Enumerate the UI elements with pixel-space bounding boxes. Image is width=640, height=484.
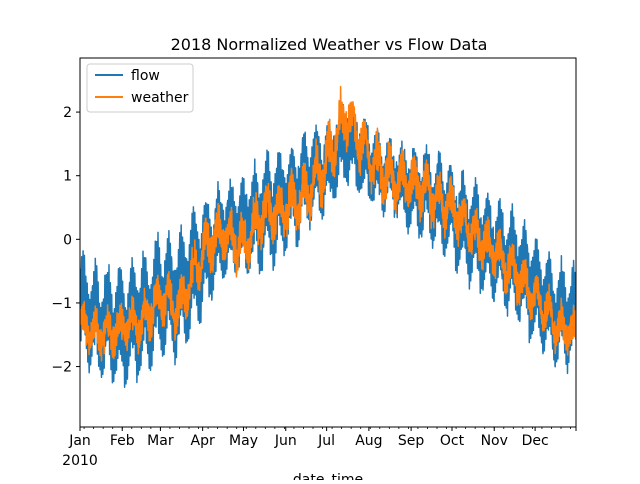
chart-title: 2018 Normalized Weather vs Flow Data: [171, 35, 488, 54]
x-tick-label: Dec: [522, 433, 549, 449]
x-tick-label: Jan: [68, 433, 91, 449]
x-tick-label: Aug: [355, 433, 382, 449]
x-tick-label: Mar: [147, 433, 174, 449]
x-tick-label: Jun: [274, 433, 297, 449]
x-tick-label: Feb: [110, 433, 135, 449]
x-major-ticks: Jan Feb Mar Apr May Jun Jul Aug Sep Oct Nov Dec: [68, 427, 577, 449]
legend-label-flow: flow: [131, 68, 160, 84]
x-tick-label: Apr: [191, 433, 215, 449]
axes-frame: [79, 57, 577, 428]
plot-area: [79, 57, 577, 428]
y-tick-label: −1: [51, 296, 72, 312]
x-tick-label: Jul: [317, 433, 335, 449]
x-tick-label: May: [229, 433, 258, 449]
y-tick-label: 2: [63, 105, 72, 121]
x-tick-label: Oct: [440, 433, 465, 449]
y-tick-label: 0: [63, 232, 72, 248]
legend: flow weather: [86, 63, 194, 113]
x-axis: Jan Feb Mar Apr May Jun Jul Aug Sep Oct Nov Dec 201…: [62, 427, 577, 484]
x-tick-label: Nov: [481, 433, 508, 449]
y-axis: −2 −1 0 1 2: [51, 105, 80, 376]
x-axis-label: date_time: [293, 472, 363, 480]
series-layer: [80, 85, 576, 388]
x-tick-label: Sep: [398, 433, 425, 449]
x-year-label: 2010: [62, 453, 98, 469]
legend-label-weather: weather: [131, 90, 189, 106]
y-tick-label: 1: [63, 169, 72, 185]
y-tick-label: −2: [51, 360, 72, 376]
series-line-weather: [80, 85, 576, 362]
